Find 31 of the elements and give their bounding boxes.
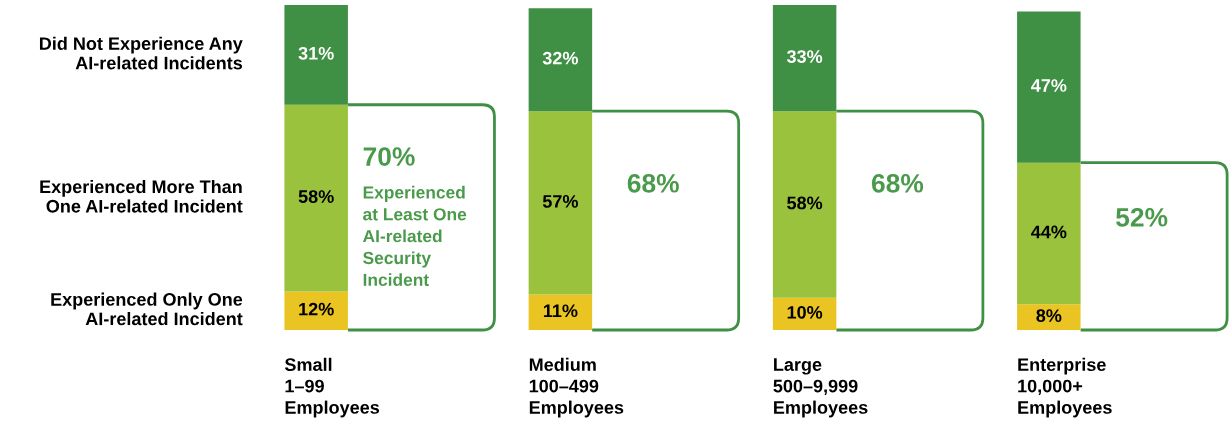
bar [528, 111, 593, 295]
x-tick-label: Large 500–9,999 Employees [773, 358, 868, 418]
annotation: Experienced at Least One AI-related Security Incident [363, 185, 467, 286]
annotation: 52% [1116, 207, 1168, 227]
bar [772, 111, 837, 298]
data-label: 57% [542, 195, 578, 208]
data-label: 33% [786, 50, 823, 63]
x-tick-label: Enterprise 10,000+ Employees [1018, 357, 1112, 418]
data-label: 11% [543, 304, 578, 318]
bar [1017, 304, 1081, 330]
data-label: 8% [1036, 309, 1062, 322]
bar [284, 104, 348, 292]
data-label: 47% [1031, 79, 1067, 92]
data-label: 58% [298, 190, 334, 203]
x-tick-label: Small 1–99 Employees [284, 357, 380, 418]
x-tick-label: Medium 100–499 Employees [529, 357, 624, 418]
data-label: 10% [787, 305, 823, 319]
data-label: 31% [298, 46, 334, 60]
bar [528, 294, 593, 330]
data-label: 58% [787, 196, 823, 210]
data-label: 32% [542, 51, 578, 65]
annotation: 68% [871, 173, 924, 193]
data-label: 44% [1031, 225, 1067, 239]
bar [1017, 162, 1081, 305]
bar [284, 291, 348, 330]
annotation: 70% [363, 147, 415, 166]
text: Did Not Experience Any AI-related Incidents [39, 36, 243, 70]
data-label: 12% [299, 302, 334, 316]
text: Experienced More Than One AI-related Incident [40, 179, 243, 213]
text: Experienced Only One AI-related Incident [51, 292, 243, 326]
annotation: 68% [627, 173, 679, 193]
